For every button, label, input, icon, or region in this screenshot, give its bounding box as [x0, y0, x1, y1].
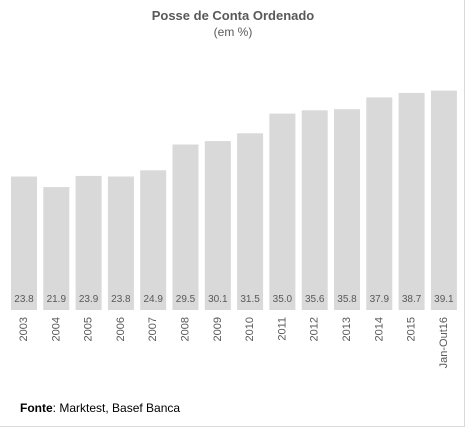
x-tick-label-2006: 2006	[115, 317, 127, 341]
source-note: Fonte: Marktest, Basef Banca	[20, 401, 180, 415]
bar-2004	[43, 187, 70, 310]
bar-2014	[366, 97, 393, 311]
data-label-2015: 38.7	[402, 294, 422, 305]
data-label-2011: 35.0	[273, 294, 293, 305]
x-tick-label-2008: 2008	[180, 317, 192, 341]
x-tick-label-2015: 2015	[406, 317, 418, 341]
source-label: Fonte	[20, 401, 53, 415]
bar-2008	[172, 144, 199, 310]
x-tick-label-2011: 2011	[276, 317, 288, 341]
data-label-2012: 35.6	[305, 294, 325, 305]
x-tick-label-2003: 2003	[18, 317, 30, 341]
data-label-2010: 31.5	[240, 294, 260, 305]
bar-2010	[237, 133, 264, 310]
data-label-2005: 23.9	[79, 294, 99, 305]
bar-Jan-Out16	[430, 90, 457, 310]
bar-2006	[107, 176, 134, 310]
x-tick-label-2007: 2007	[147, 317, 159, 341]
x-tick-label-2014: 2014	[373, 317, 385, 341]
x-tick-label-Jan-Out16: Jan-Out16	[438, 317, 450, 368]
bar-2009	[204, 141, 231, 310]
bar-2005	[75, 175, 102, 310]
chart-title: Posse de Conta Ordenado	[151, 8, 315, 23]
data-label-2007: 24.9	[143, 294, 163, 305]
bar-2015	[398, 92, 425, 311]
bar-chart: 23.8 2003 21.9 2004 23.9 2005 23.8 2006 24.9 2007…	[11, 90, 457, 368]
x-tick-label-2004: 2004	[50, 317, 62, 341]
data-label-2013: 35.8	[337, 294, 357, 305]
chart-subtitle: (em %)	[213, 25, 253, 39]
bar-2013	[334, 109, 360, 310]
bar-2011	[269, 113, 296, 310]
data-label-2008: 29.5	[176, 294, 196, 305]
source-text: : Marktest, Basef Banca	[52, 401, 181, 415]
data-label-Jan-Out16: 39.1	[434, 294, 454, 305]
bar-2012	[301, 110, 328, 310]
x-tick-label-2009: 2009	[212, 317, 224, 341]
data-label-2004: 21.9	[47, 294, 67, 305]
data-label-2006: 23.8	[111, 294, 131, 305]
data-label-2009: 30.1	[208, 294, 228, 305]
x-tick-label-2013: 2013	[341, 317, 353, 341]
x-tick-label-2012: 2012	[309, 317, 321, 341]
data-label-2003: 23.8	[14, 294, 34, 305]
bar-2003	[11, 176, 37, 310]
x-tick-label-2005: 2005	[83, 317, 95, 341]
data-label-2014: 37.9	[370, 294, 390, 305]
x-tick-label-2010: 2010	[244, 317, 256, 341]
bar-2007	[140, 170, 167, 310]
